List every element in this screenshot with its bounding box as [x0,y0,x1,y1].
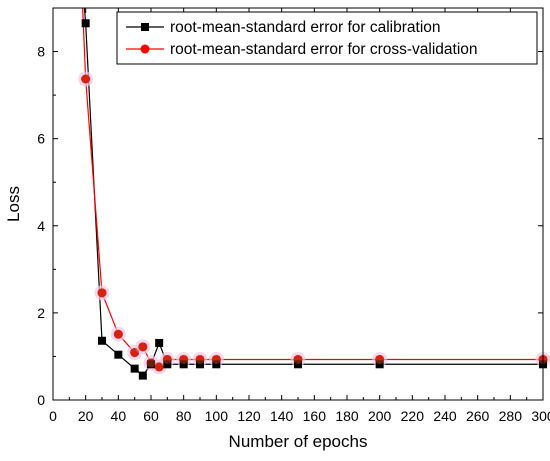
calibration-point [163,360,172,369]
legend-square-marker [141,23,149,31]
calibration-point [212,360,221,369]
x-tick-label: 160 [303,408,327,424]
x-tick-label: 200 [368,408,392,424]
cv-point-overlay [179,354,189,364]
legend: root-mean-standard error for calibration… [116,11,538,65]
x-tick-label: 60 [143,408,159,424]
cv-point-overlay [138,342,148,352]
y-axis-title: Loss [4,186,23,222]
cv-point-overlay [97,288,107,298]
x-tick-label: 40 [111,408,127,424]
x-tick-label: 0 [49,408,57,424]
x-tick-label: 300 [531,408,550,424]
cv-point-overlay [293,354,303,364]
x-tick-label: 240 [433,408,457,424]
cv-point-overlay [195,354,205,364]
x-tick-label: 20 [78,408,94,424]
calibration-point [98,336,106,345]
x-tick-label: 180 [335,408,359,424]
calibration-point [155,338,164,347]
legend-label-2: root-mean-standard error for cross-valid… [170,41,478,58]
x-tick-label: 100 [205,408,229,424]
plot-frame [52,7,544,401]
cv-point-overlay [375,354,385,364]
cv-point-overlay [146,358,156,368]
y-tick-label: 8 [37,44,45,60]
cv-point-overlay [162,354,172,364]
calibration-point [375,360,384,369]
y-tick-label: 4 [37,218,45,234]
calibration-point [294,360,302,369]
calibration-point [114,350,123,359]
cv-point-overlay [211,354,221,364]
x-tick-label: 80 [176,408,192,424]
x-axis-title: Number of epochs [229,432,368,451]
calibration-point [179,360,188,369]
x-tick-label: 260 [466,408,490,424]
y-tick-label: 2 [37,305,45,321]
legend-label-1: root-mean-standard error for calibration [170,19,441,36]
cv-point-overlay [113,329,123,339]
x-tick-label: 140 [270,408,294,424]
calibration-point [138,371,147,380]
cv-point-overlay [130,348,140,358]
cv-point-overlay [154,362,164,372]
calibration-point [130,364,139,373]
x-tick-label: 120 [237,408,261,424]
x-tick-label: 280 [499,408,523,424]
y-tick-label: 6 [37,131,45,147]
calibration-point [196,360,204,369]
y-tick-label: 0 [37,392,45,408]
legend-box [116,11,538,65]
cv-point-overlay [81,74,91,84]
legend-circle-marker [140,44,150,54]
x-tick-label: 220 [401,408,425,424]
calibration-point [81,19,90,28]
